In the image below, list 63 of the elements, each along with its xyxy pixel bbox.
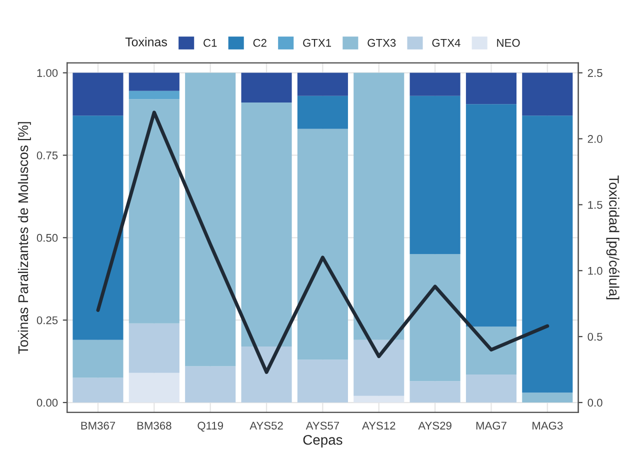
- y-tick-label: 0.00: [36, 398, 58, 407]
- bar: [241, 102, 292, 346]
- bar: [466, 374, 516, 403]
- bar: [466, 104, 516, 327]
- y2-tick-label: 1.5: [588, 201, 602, 209]
- bar: [410, 381, 460, 403]
- x-tick-label: AYS29: [418, 422, 452, 430]
- x-tick-label: BM368: [137, 422, 172, 430]
- bar: [72, 116, 124, 340]
- legend-label: GTX4: [432, 38, 460, 47]
- legend-label: C1: [204, 38, 217, 47]
- x-tick-label: AYS57: [306, 422, 340, 430]
- y2-tick-label: 0.0: [588, 398, 602, 407]
- bar: [410, 254, 460, 382]
- y-tick-label: 0.75: [36, 152, 58, 160]
- y-axis-title: Toxinas Paralizantes de Moluscos [%]: [18, 122, 31, 354]
- bar: [128, 323, 180, 373]
- bar: [466, 72, 516, 104]
- bar: [241, 72, 292, 102]
- bar: [72, 340, 124, 378]
- x-tick-label: Q119: [198, 422, 223, 432]
- bar: [522, 72, 573, 116]
- bar: [354, 72, 404, 340]
- y2-axis-title: Toxicidad [pg/célula]: [606, 175, 620, 300]
- x-tick-label: AYS12: [362, 422, 396, 430]
- bar: [297, 360, 348, 403]
- bar: [297, 72, 348, 96]
- bar: [354, 396, 404, 403]
- bar: [410, 72, 460, 96]
- bar: [354, 340, 404, 396]
- y-tick-label: 1.00: [37, 69, 58, 77]
- bar: [128, 99, 180, 324]
- legend-label: GTX3: [368, 38, 396, 47]
- y2-tick-label: 2.5: [588, 69, 602, 77]
- bar: [185, 366, 236, 403]
- legend-label: C2: [253, 38, 266, 47]
- y2-tick-label: 1.0: [588, 266, 602, 275]
- bar: [297, 128, 348, 360]
- bar: [410, 96, 460, 254]
- y2-tick-label: 0.5: [588, 332, 602, 341]
- x-tick-label: AYS52: [250, 422, 283, 430]
- bar: [241, 346, 292, 403]
- bar: [128, 90, 180, 100]
- bar: [522, 392, 573, 403]
- x-tick-label: MAG7: [476, 422, 506, 430]
- bar: [466, 326, 516, 374]
- legend-title: Toxinas: [125, 37, 167, 46]
- bar: [72, 378, 124, 403]
- bar: [128, 372, 180, 403]
- bar: [297, 96, 348, 129]
- line-series: [96, 110, 550, 374]
- x-axis-title: Cepas: [303, 434, 342, 448]
- bar: [522, 116, 573, 393]
- bar: [128, 72, 180, 91]
- y-tick-label: 0.50: [36, 234, 58, 242]
- x-tick-label: MAG3: [532, 422, 563, 430]
- legend-label: GTX1: [303, 38, 331, 47]
- bar: [185, 72, 236, 366]
- y-tick-label: 0.25: [36, 316, 58, 324]
- legend-label: NEO: [497, 38, 520, 47]
- x-tick-label: BM367: [81, 422, 116, 430]
- y2-tick-label: 2.0: [588, 135, 602, 143]
- bar: [72, 72, 124, 116]
